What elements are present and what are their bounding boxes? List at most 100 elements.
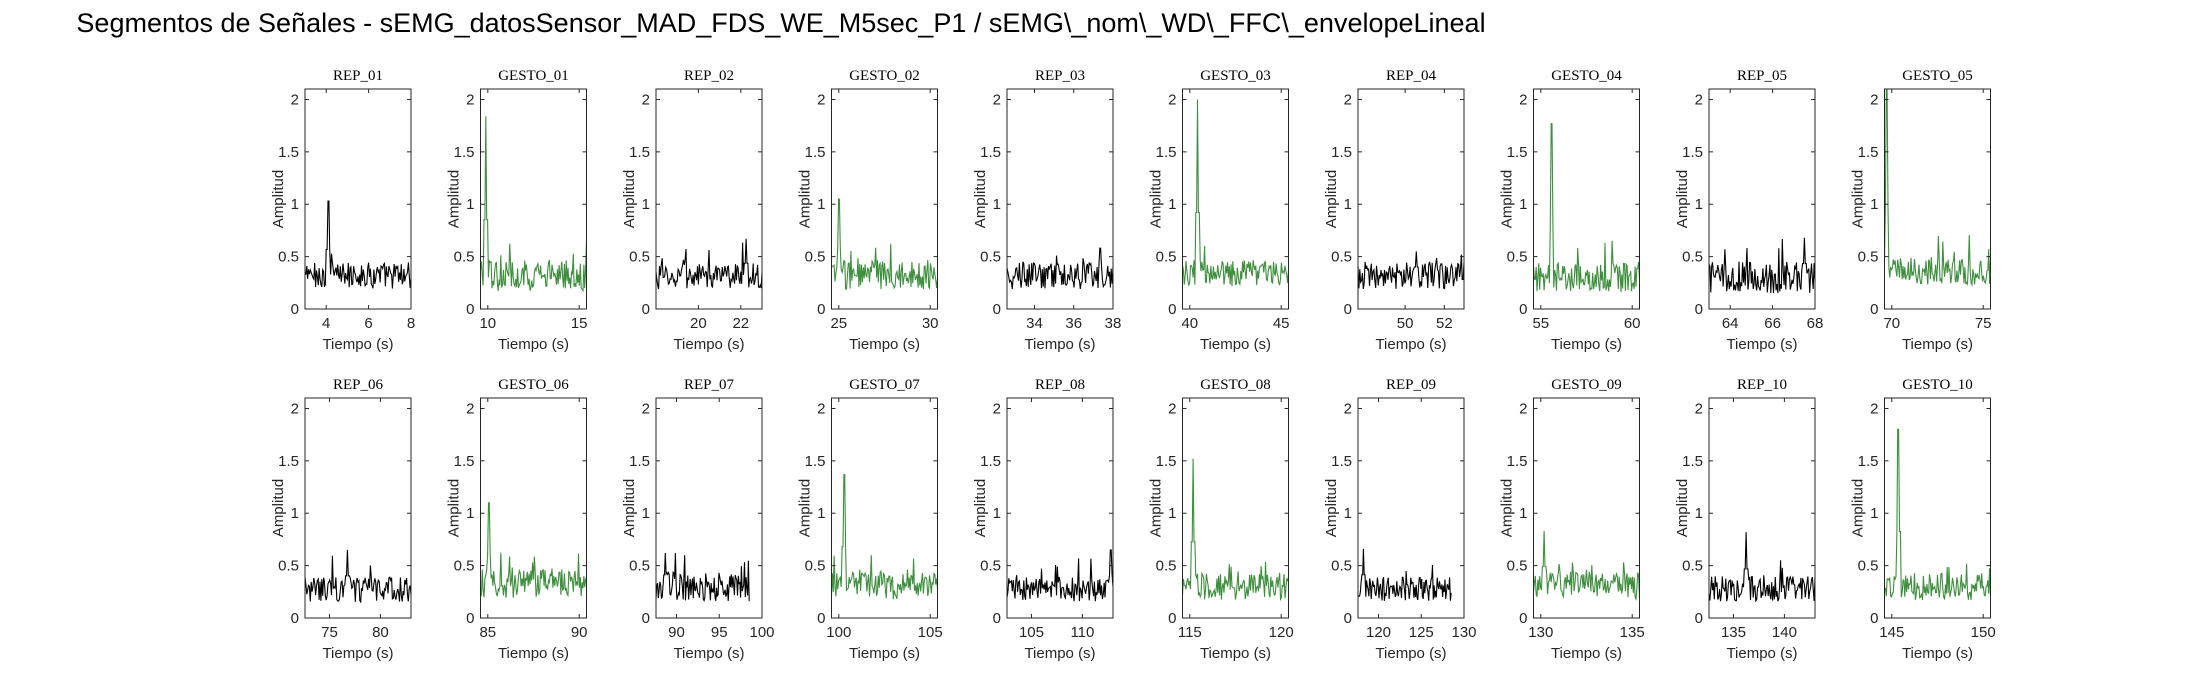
y-tick-label: 1.5 [1156,144,1177,161]
axes-box [831,397,938,619]
x-tick-label: 4 [322,315,330,332]
signal-line [1883,88,1992,287]
y-tick-label: 0.5 [1858,249,1879,266]
y-tick-label: 1 [1870,505,1878,522]
signal-line [1181,458,1290,602]
axes-box [1533,88,1640,310]
y-tick-label: 2 [1344,400,1352,417]
y-tick-label: 2 [993,400,1001,417]
axes-box [1708,397,1816,619]
y-tick-label: 0 [817,301,825,318]
y-tick-label: 1.5 [1331,144,1352,161]
y-tick-label: 2 [642,400,650,417]
y-axis-label: Amplitud [446,170,463,228]
y-axis-label: Amplitud [1499,479,1516,537]
y-tick-label: 1.5 [1156,453,1177,470]
y-axis-label: Amplitud [270,170,287,228]
x-tick-label: 120 [1366,624,1391,641]
subplot-title: REP_04 [1386,68,1437,84]
y-tick-label: 0 [1168,610,1176,627]
x-tick-label: 100 [749,624,774,641]
y-tick-label: 2 [1519,91,1527,108]
y-axis-label: Amplitud [1674,170,1691,228]
subplot-title: GESTO_10 [1902,377,1973,393]
x-axis-label: Tiempo (s) [1551,645,1622,662]
y-tick-label: 1.5 [1858,144,1879,161]
axes-box [1182,397,1289,619]
y-axis-label: Amplitud [797,479,814,537]
y-tick-label: 1 [1168,505,1176,522]
y-tick-label: 1.5 [980,453,1001,470]
x-tick-label: 30 [922,315,939,332]
x-tick-label: 75 [321,624,338,641]
x-tick-label: 75 [1975,315,1992,332]
x-tick-label: 90 [571,624,588,641]
signal-line [1883,428,1992,601]
x-tick-label: 90 [668,624,685,641]
x-tick-label: 135 [1721,624,1746,641]
x-tick-label: 34 [1026,315,1043,332]
y-tick-label: 0.5 [1858,558,1879,575]
x-axis-label: Tiempo (s) [1024,645,1095,662]
x-tick-label: 120 [1269,624,1294,641]
x-axis-label: Tiempo (s) [1375,645,1446,662]
subplot-title: REP_03 [1035,68,1085,84]
y-tick-label: 0 [291,610,299,627]
y-tick-label: 1.5 [629,453,650,470]
signal-line [1532,530,1641,602]
y-tick-label: 2 [1168,91,1176,108]
x-axis-label: Tiempo (s) [498,336,569,353]
x-tick-label: 22 [732,315,749,332]
axes-box [480,397,587,619]
subplot-rep-07: REP_07 0 0.5 1 1.5 2 90 95 100 Tiempo (s) Amplitud [621,377,775,662]
x-axis-label: Tiempo (s) [498,645,569,662]
y-tick-label: 1 [1870,196,1878,213]
subplot-title: REP_10 [1737,377,1787,393]
y-tick-label: 2 [1168,400,1176,417]
y-tick-label: 0 [1344,301,1352,318]
y-tick-label: 0.5 [629,558,650,575]
signal-line [1708,532,1816,603]
y-tick-label: 1.5 [805,453,826,470]
figure-title: Segmentos de Señales - sEMG_datosSensor_… [76,8,1486,38]
y-tick-label: 1 [1519,505,1527,522]
subplot-title: GESTO_09 [1551,377,1622,393]
x-tick-label: 8 [407,315,415,332]
y-tick-label: 0.5 [454,558,475,575]
y-tick-label: 1 [466,196,474,213]
y-tick-label: 2 [1870,91,1878,108]
y-tick-label: 0 [291,301,299,318]
y-axis-label: Amplitud [797,170,814,228]
y-tick-label: 2 [466,91,474,108]
y-tick-label: 1 [466,505,474,522]
y-tick-label: 0 [642,610,650,627]
y-axis-label: Amplitud [1148,170,1165,228]
y-tick-label: 1.5 [1507,453,1528,470]
y-tick-label: 0 [1519,301,1527,318]
y-tick-label: 1.5 [454,453,475,470]
y-tick-label: 0 [1695,301,1703,318]
subplot-title: REP_08 [1035,377,1085,393]
x-tick-label: 130 [1528,624,1553,641]
x-tick-label: 130 [1451,624,1476,641]
x-axis-label: Tiempo (s) [322,336,393,353]
y-axis-label: Amplitud [972,479,989,537]
x-tick-label: 125 [1409,624,1434,641]
y-axis-label: Amplitud [1148,479,1165,537]
x-tick-label: 10 [479,315,496,332]
subplot-rep-06: REP_06 0 0.5 1 1.5 2 75 80 Tiempo (s) Amplitud [270,377,412,662]
y-tick-label: 2 [291,400,299,417]
y-tick-label: 0 [466,610,474,627]
y-tick-label: 1.5 [805,144,826,161]
subplot-title: GESTO_01 [498,68,569,84]
y-axis-label: Amplitud [1323,170,1340,228]
x-tick-label: 150 [1971,624,1996,641]
signal-line [655,552,750,602]
